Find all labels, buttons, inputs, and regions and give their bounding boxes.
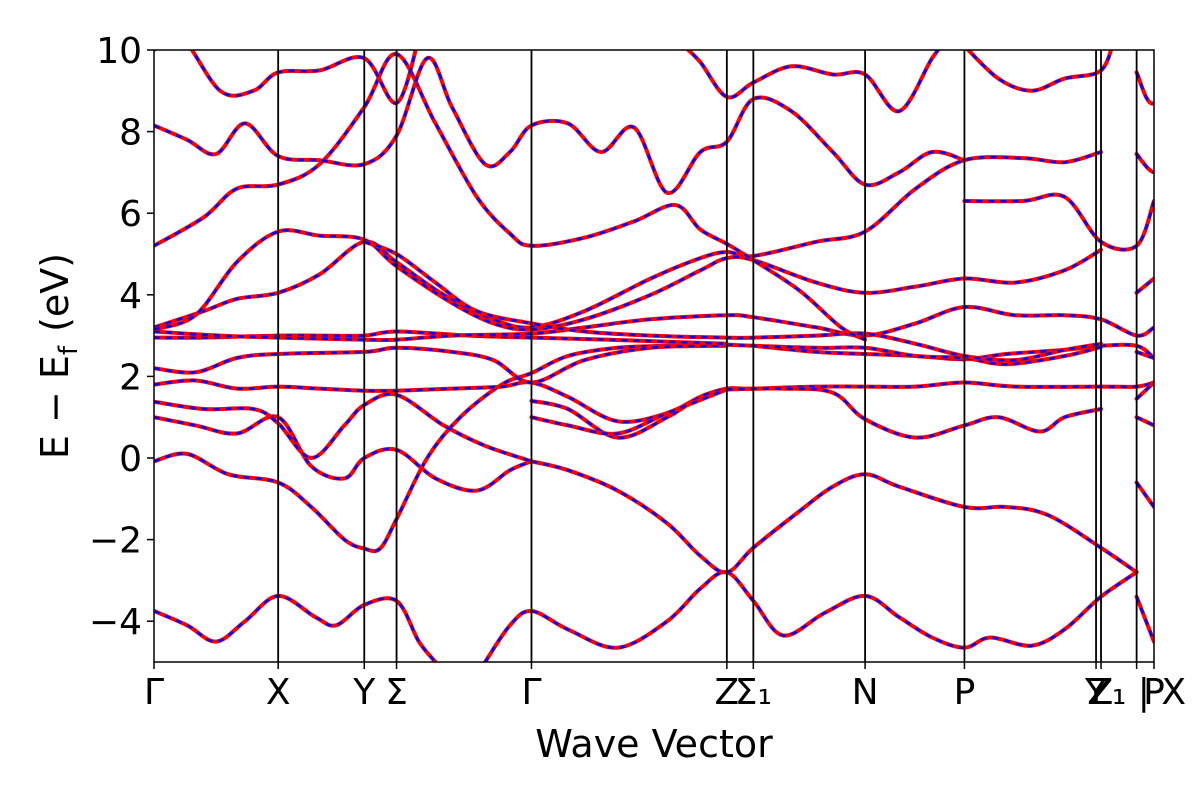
x-axis-label: Wave Vector [535,722,773,766]
band-line-0 [154,593,438,662]
y-tick-label-5: 0 [119,439,142,480]
band-line-1 [483,569,1139,662]
band-line-19 [362,239,1103,363]
x-tick-label-10: Z [1089,672,1114,713]
band-line-22 [962,192,1154,252]
x-tick-label-1: X [266,672,291,713]
bands-layer [154,50,1154,662]
x-tick-label-3: Σ [385,672,408,713]
band-line-dashed-12 [726,387,1102,439]
y-axis-label-subscript: f [54,345,84,355]
band-line-dashed-5 [1135,481,1154,508]
x-tick-label-12: P [1143,672,1165,713]
x-tick-label-2: Y [352,672,376,713]
y-axis-label-unit: (eV) [33,253,77,332]
y-tick-label-3: 4 [119,276,142,317]
band-line-23 [154,50,418,105]
x-tick-label-7: N [852,672,879,713]
band-line-dashed-31 [1136,350,1154,360]
band-line-dashed-29 [1136,416,1154,427]
band-line-dashed-2 [1135,596,1154,643]
band-line-27 [1134,152,1154,175]
band-line-dashed-0 [154,594,437,662]
band-line-dashed-28 [1135,277,1154,294]
x-tick-label-4: Γ [521,672,541,713]
band-line-dashed-17 [154,150,1102,329]
band-line-21 [154,56,967,195]
y-tick-label-1: 8 [119,113,142,154]
band-line-dashed-3 [154,343,727,553]
band-line-dashed-8 [154,379,1154,424]
kpoint-lines [277,50,1138,662]
band-line-14 [724,342,1103,367]
x-tick-label-9: Y [1084,672,1108,713]
y-axis-ticks: 10 8 6 4 2 0 −2 −4 [89,31,154,643]
band-line-dashed-23 [154,50,417,105]
band-line-25 [965,50,1114,93]
band-line-dashed-4 [531,460,1138,574]
y-axis-label-main: E − E [33,355,77,459]
band-line-dashed-9 [154,344,727,384]
x-tick-label-6: Σ₁ [735,672,772,713]
band-line-dashed-25 [966,50,1113,93]
band-line-dashed-18 [154,228,1102,331]
band-line-dashed-10 [531,387,728,439]
plot-frame [153,49,1155,663]
x-tick-label-8: P [954,672,976,713]
band-line-dashed-7 [154,392,532,463]
band-line-26 [1134,70,1154,106]
x-tick-label-0: Γ [144,672,164,713]
band-line-24 [685,50,941,114]
band-line-4 [529,459,1139,575]
band-line-dashed-21 [154,56,965,195]
band-line-dashed-6 [154,415,532,493]
band-line-dashed-16 [154,305,1154,342]
band-line-dashed-30 [1135,381,1154,400]
y-tick-label-6: −2 [89,521,142,562]
y-tick-label-2: 6 [119,194,142,235]
x-tick-label-5: Z [715,672,740,713]
y-tick-label-0: 10 [96,31,142,72]
band-line-dashed-11 [531,388,728,436]
y-tick-label-7: −4 [89,602,142,643]
y-axis-label: E − Ef (eV) [33,253,84,459]
band-line-3 [154,342,729,554]
x-tick-label-11: Z₁ | X [1087,672,1186,713]
band-line-dashed-20 [154,52,866,341]
y-tick-label-4: 2 [119,357,142,398]
band-line-dashed-1 [484,570,1138,662]
band-line-dashed-19 [363,240,1102,362]
